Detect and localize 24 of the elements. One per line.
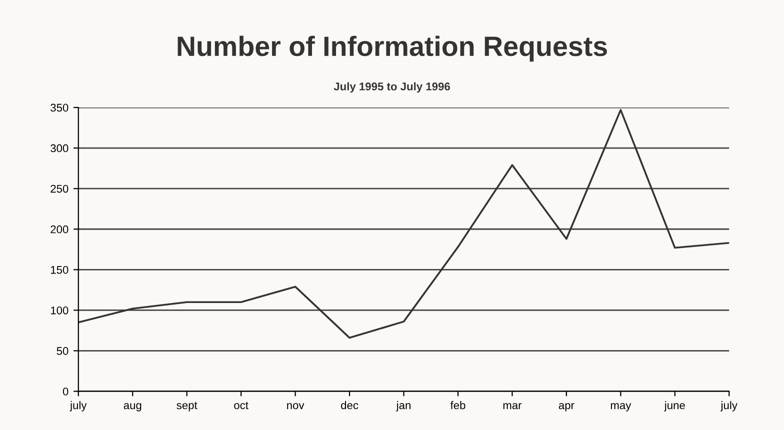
y-tick-label: 350 <box>50 104 68 112</box>
y-tick-label: 100 <box>50 306 68 314</box>
x-tick-label: sept <box>176 402 198 412</box>
y-tick-label: 250 <box>50 184 68 193</box>
x-tick-label: dec <box>341 401 358 410</box>
y-tick-label: 0 <box>62 388 68 396</box>
x-tick-label: june <box>664 401 685 412</box>
x-tick-label: oct <box>234 402 248 410</box>
chart-title: Number of Information Requests <box>178 36 607 62</box>
x-tick-label: july <box>720 401 738 412</box>
x-tick-label: feb <box>450 401 466 410</box>
x-tick-label: apr <box>558 403 574 412</box>
x-tick-label: nov <box>287 403 304 410</box>
y-tick-label: 200 <box>50 225 68 234</box>
y-tick-label: 300 <box>50 144 68 152</box>
x-tick-label: mar <box>503 403 522 410</box>
y-tick-label: 150 <box>50 266 68 274</box>
chart-subtitle: July 1995 to July 1996 <box>334 82 450 93</box>
x-tick-label: aug <box>124 403 142 412</box>
x-tick-label: jan <box>396 401 410 412</box>
x-tick-label: july <box>70 401 87 412</box>
x-tick-label: may <box>610 403 632 412</box>
y-tick-label: 50 <box>56 347 68 355</box>
line-series <box>78 109 730 339</box>
